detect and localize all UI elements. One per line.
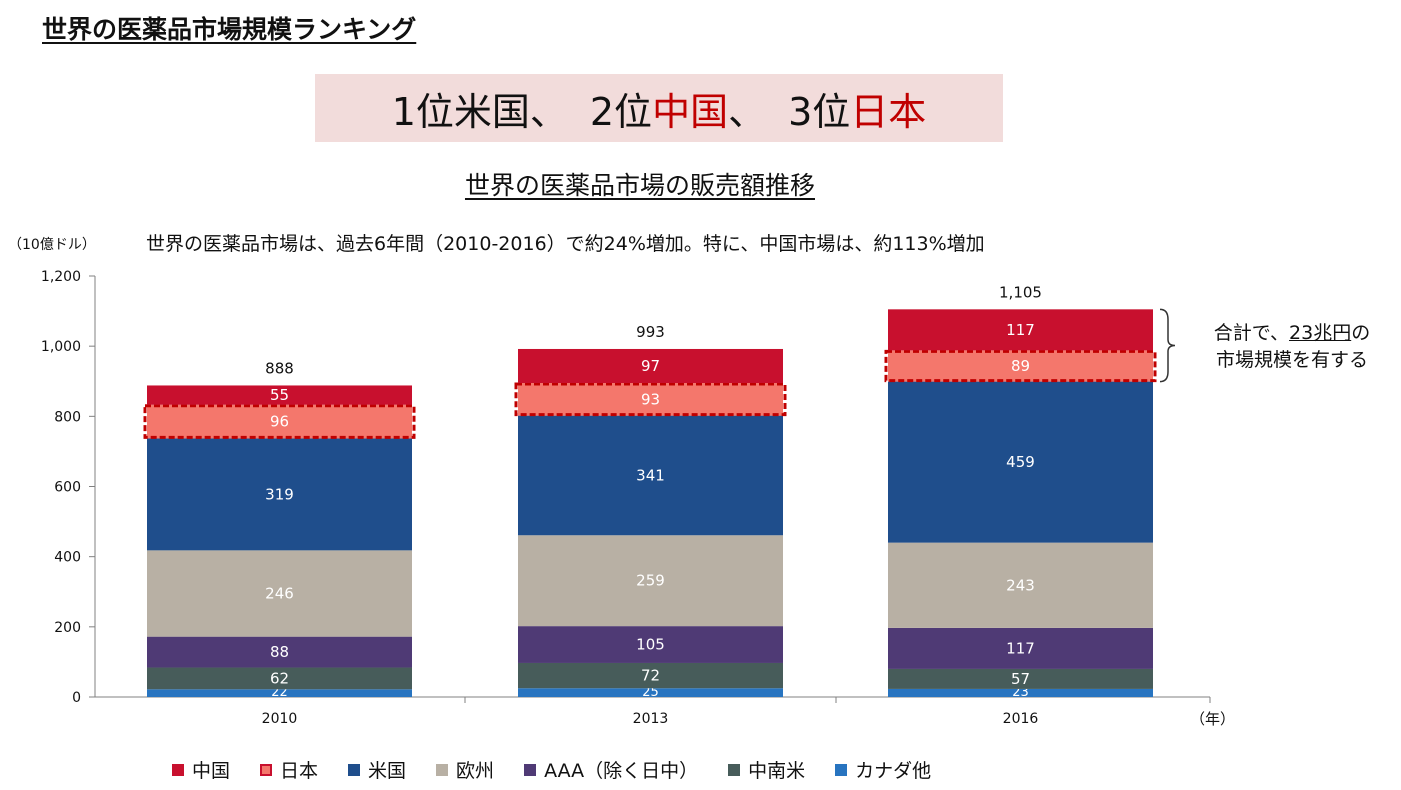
- bar-segment: [888, 627, 1153, 669]
- bar-segment: [147, 689, 412, 697]
- bar-segment: [888, 381, 1153, 543]
- legend-label: AAA（除く日中）: [544, 760, 699, 782]
- bar-segment: [518, 662, 783, 689]
- bar-value-label: 117: [1006, 639, 1035, 657]
- bar-value-label: 243: [1006, 576, 1035, 594]
- bar-value-label: 97: [641, 357, 660, 375]
- bar-value-label: 105: [636, 636, 665, 654]
- y-tick-label: 800: [54, 409, 81, 425]
- ranking-third-prefix: 3位: [788, 89, 851, 134]
- bar-segment: [147, 667, 412, 690]
- annotation-line-2: 市場規模を有する: [1215, 349, 1368, 371]
- legend-swatch: [728, 763, 741, 776]
- highlight-dashed-box: [143, 404, 416, 439]
- bar-segment: [147, 404, 412, 439]
- ranking-second-country: 中国: [652, 89, 729, 134]
- bar-segment: [888, 309, 1153, 351]
- annotation-highlight: 23兆円: [1289, 322, 1352, 344]
- y-tick-label: 400: [54, 550, 81, 566]
- bar-segment: [518, 348, 783, 384]
- legend-item: 欧州: [436, 756, 494, 783]
- brace-icon: [1159, 308, 1176, 383]
- legend-label: 日本: [280, 760, 319, 782]
- legend-item: カナダ他: [835, 756, 931, 783]
- y-axis-unit-label: （10億ドル）: [8, 237, 96, 253]
- legend-label: カナダ他: [855, 760, 932, 782]
- legend-label: 中国: [192, 760, 231, 782]
- bar-segment: [147, 385, 412, 405]
- chart-title: 世界の医薬品市場の販売額推移: [464, 171, 815, 200]
- total-annotation: 合計で、23兆円の 市場規模を有する: [1180, 320, 1401, 374]
- bar-value-label: 319: [265, 485, 294, 503]
- page-title: 世界の医薬品市場規模ランキング: [42, 15, 417, 44]
- legend-item: 中国: [172, 756, 230, 783]
- annotation-prefix: 合計で、: [1213, 322, 1290, 344]
- ranking-second-suffix: 、: [728, 89, 767, 134]
- ranking-banner: 1位米国、 2位 中国、 3位 日本: [315, 74, 1003, 142]
- legend-item: 日本: [260, 756, 318, 783]
- ranking-first: 1位米国、: [391, 89, 568, 134]
- legend-item: AAA（除く日中）: [524, 756, 698, 783]
- bar-value-label: 89: [1011, 357, 1030, 375]
- bar-value-label: 341: [636, 466, 665, 484]
- bar-segment: [147, 550, 412, 637]
- ranking-third-country: 日本: [850, 89, 927, 134]
- bar-total-label: 993: [636, 323, 665, 341]
- chart-subtitle: 世界の医薬品市場は、過去6年間（2010-2016）で約24%増加。特に、中国市…: [146, 233, 985, 255]
- bar-value-label: 55: [270, 386, 289, 404]
- legend-swatch: [524, 763, 537, 776]
- bar-value-label: 72: [641, 667, 660, 685]
- legend-swatch: [348, 763, 361, 776]
- bar-value-label: 62: [270, 669, 289, 687]
- y-tick-label: 200: [54, 620, 81, 636]
- highlight-dashed-box: [884, 349, 1157, 383]
- ranking-second-prefix: 2位: [589, 89, 653, 134]
- bar-value-label: 259: [636, 572, 665, 590]
- bar-value-label: 96: [270, 413, 289, 431]
- bar-value-label: 25: [642, 685, 659, 700]
- legend-item: 米国: [348, 756, 406, 783]
- bar-total-label: 1,105: [999, 283, 1042, 301]
- x-tick-label: 2010: [262, 711, 298, 727]
- bar-segment: [518, 535, 783, 627]
- chart-legend: 中国 日本 米国 欧州 AAA（除く日中） 中南米 カナダ他: [172, 756, 961, 783]
- y-tick-label: 600: [54, 480, 81, 496]
- bar-value-label: 88: [270, 643, 289, 661]
- bar-value-label: 117: [1006, 321, 1035, 339]
- x-tick-label: 2016: [1003, 711, 1039, 727]
- annotation-suffix: の: [1351, 322, 1371, 344]
- bar-segment: [518, 415, 783, 536]
- bar-segment: [518, 688, 783, 697]
- legend-item: 中南米: [728, 756, 805, 783]
- bar-value-label: 459: [1006, 453, 1035, 471]
- bar-segment: [518, 383, 783, 416]
- legend-swatch: [260, 763, 273, 776]
- bar-segment: [888, 688, 1153, 697]
- legend-label: 中南米: [748, 760, 806, 782]
- legend-swatch: [436, 763, 449, 776]
- bar-segment: [518, 626, 783, 663]
- bar-value-label: 57: [1011, 670, 1030, 688]
- highlight-dashed-box: [514, 382, 787, 417]
- y-tick-label: 1,000: [41, 339, 81, 355]
- bar-total-label: 888: [265, 359, 294, 377]
- y-tick-label: 0: [72, 690, 81, 706]
- bar-segment: [888, 350, 1153, 382]
- legend-swatch: [172, 763, 184, 776]
- x-tick-label: 2013: [633, 711, 669, 727]
- bar-segment: [888, 668, 1153, 689]
- bar-value-label: 246: [265, 585, 294, 603]
- x-axis-unit-label: （年）: [1190, 710, 1236, 728]
- bar-segment: [147, 636, 412, 668]
- legend-label: 米国: [368, 760, 407, 782]
- annotation-line-1: 合計で、23兆円の: [1180, 320, 1401, 347]
- y-tick-label: 1,200: [41, 269, 81, 285]
- legend-label: 欧州: [456, 760, 495, 782]
- legend-swatch: [835, 763, 848, 776]
- bar-segment: [888, 542, 1153, 628]
- bar-value-label: 93: [641, 390, 660, 408]
- bar-segment: [147, 438, 412, 551]
